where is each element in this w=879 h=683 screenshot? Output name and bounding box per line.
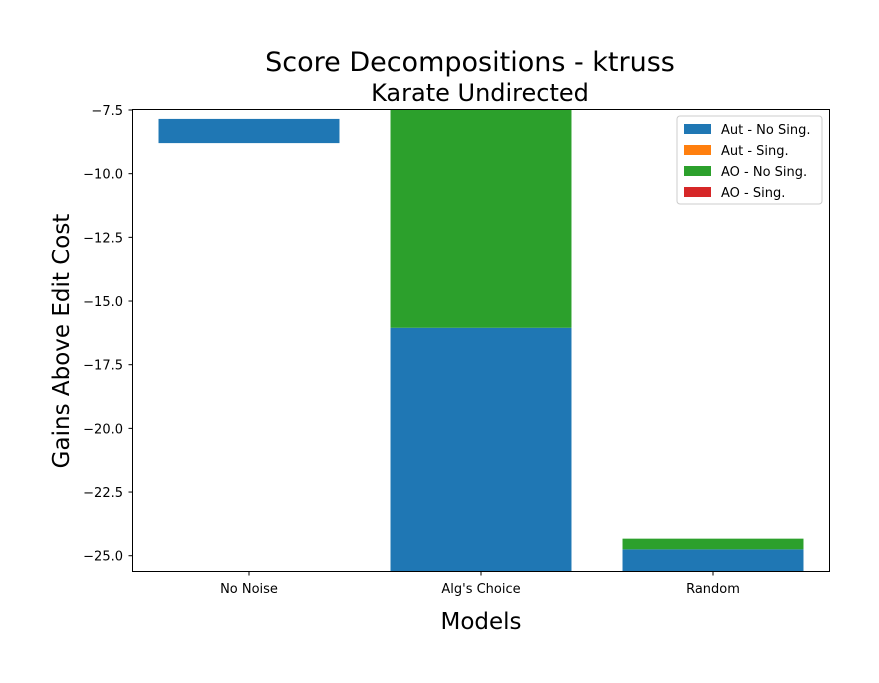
bar-series-2-cat-1 bbox=[390, 110, 572, 328]
x-tick-label: Alg's Choice bbox=[441, 582, 520, 597]
bar-series-0-cat-2 bbox=[622, 549, 804, 571]
legend-box bbox=[676, 115, 823, 205]
legend-swatch bbox=[684, 187, 711, 197]
y-tick-label: −10.0 bbox=[83, 168, 123, 183]
bar-series-0-cat-1 bbox=[390, 327, 572, 571]
y-tick-label: −12.5 bbox=[83, 231, 123, 246]
y-tick-label: −7.5 bbox=[91, 104, 123, 119]
legend-label: Aut - Sing. bbox=[721, 144, 789, 159]
legend-label: Aut - No Sing. bbox=[721, 123, 810, 138]
y-tick-label: −22.5 bbox=[83, 486, 123, 501]
y-tick-label: −20.0 bbox=[83, 422, 123, 437]
chart-title: Score Decompositions - ktruss bbox=[265, 47, 675, 78]
x-tick-label: Random bbox=[686, 582, 740, 597]
bar-series-0-cat-0 bbox=[158, 118, 340, 144]
x-ticks: No Noise Alg's Choice Random bbox=[220, 571, 740, 597]
legend-swatch bbox=[684, 145, 711, 155]
legend-label: AO - No Sing. bbox=[721, 165, 807, 180]
legend-swatch bbox=[684, 166, 711, 176]
x-axis-label: Models bbox=[440, 609, 521, 635]
bars-group bbox=[158, 110, 804, 571]
x-tick-label: No Noise bbox=[220, 582, 278, 597]
legend: Aut - No Sing. Aut - Sing. AO - No Sing. AO… bbox=[676, 115, 823, 205]
plot-frame bbox=[132, 109, 830, 572]
bar-series-2-cat-2 bbox=[622, 538, 804, 550]
chart-subtitle: Karate Undirected bbox=[371, 79, 589, 107]
y-tick-label: −17.5 bbox=[83, 359, 123, 374]
y-ticks: −7.5 −10.0 −12.5 −15.0 −17.5 −20.0 −22.5 −25.0 bbox=[83, 104, 133, 565]
y-tick-label: −15.0 bbox=[83, 295, 123, 310]
y-axis-label: Gains Above Edit Cost bbox=[49, 214, 75, 469]
legend-swatch bbox=[684, 124, 711, 134]
legend-label: AO - Sing. bbox=[721, 186, 785, 201]
y-tick-label: −25.0 bbox=[83, 550, 123, 565]
